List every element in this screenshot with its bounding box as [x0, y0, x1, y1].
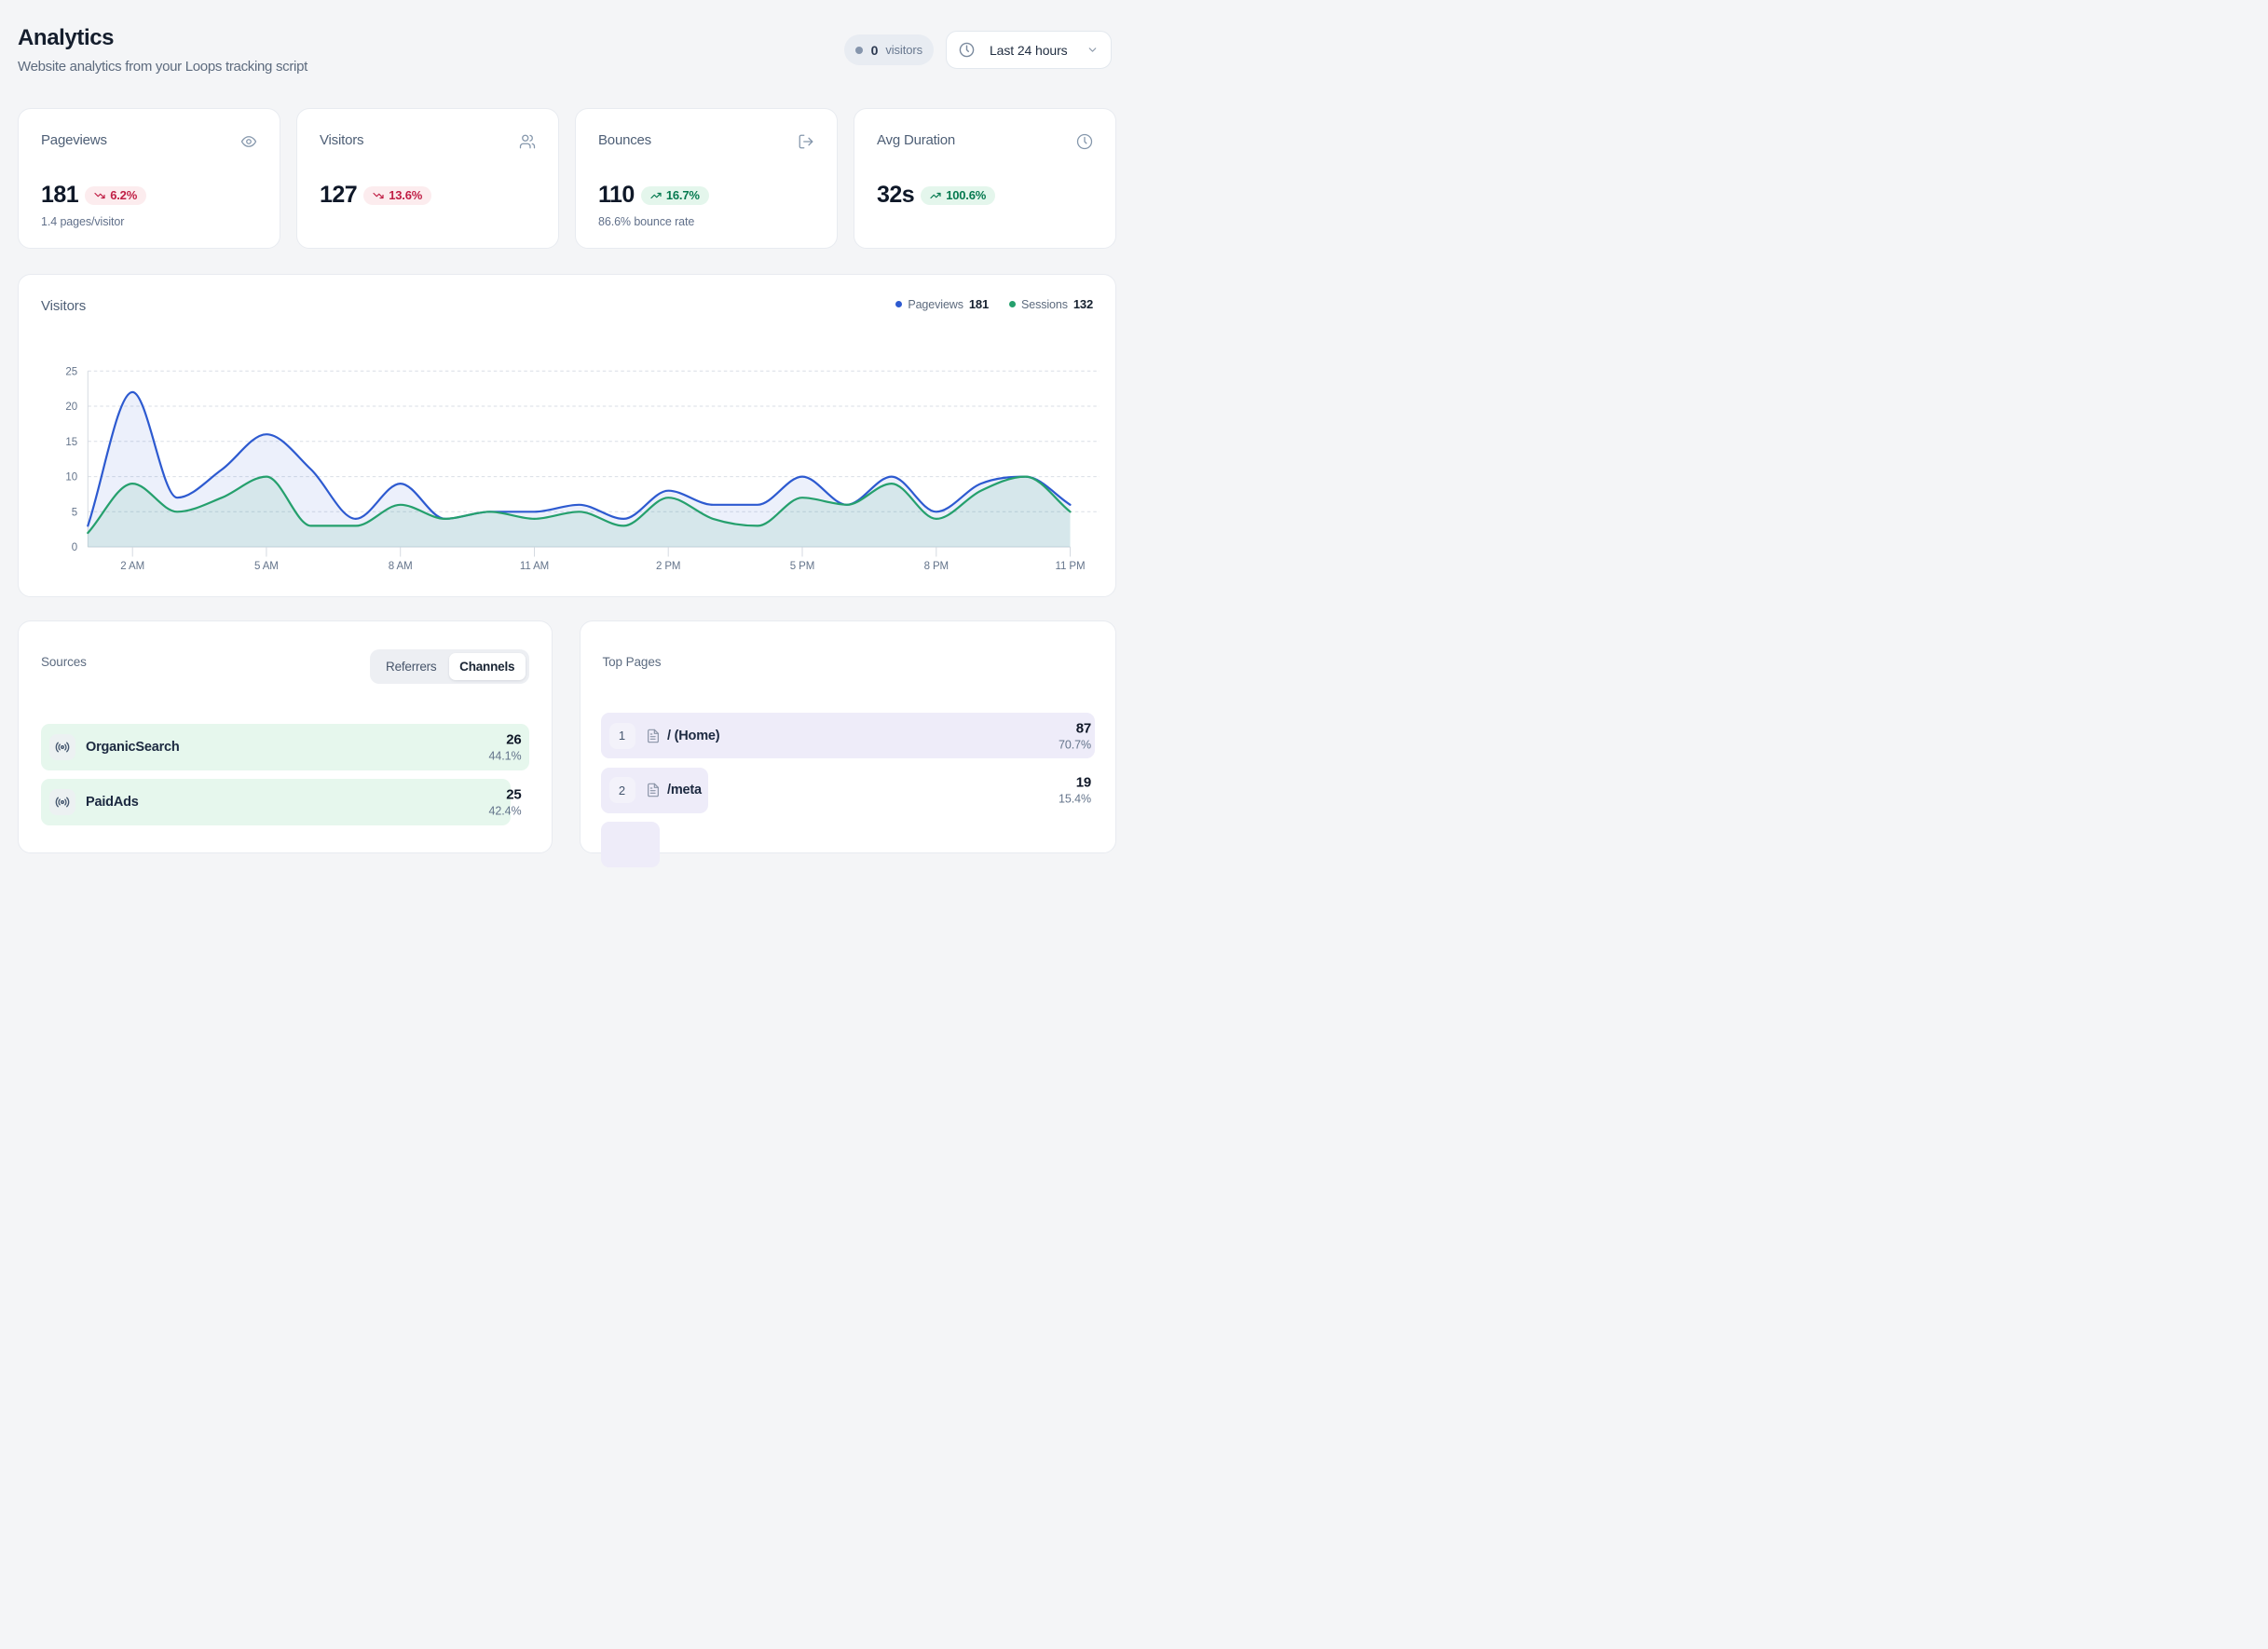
svg-text:11 AM: 11 AM — [520, 561, 549, 572]
svg-text:20: 20 — [65, 402, 77, 413]
svg-text:2 AM: 2 AM — [120, 561, 144, 572]
svg-text:8 AM: 8 AM — [389, 561, 413, 572]
svg-text:5 PM: 5 PM — [790, 561, 814, 572]
svg-text:25: 25 — [65, 366, 77, 377]
svg-text:2 PM: 2 PM — [656, 561, 680, 572]
svg-text:5: 5 — [72, 507, 77, 518]
svg-text:11 PM: 11 PM — [1056, 561, 1086, 572]
svg-text:8 PM: 8 PM — [924, 561, 949, 572]
svg-text:5 AM: 5 AM — [254, 561, 279, 572]
svg-text:10: 10 — [65, 472, 77, 484]
svg-text:0: 0 — [72, 542, 77, 553]
svg-text:15: 15 — [65, 437, 77, 448]
